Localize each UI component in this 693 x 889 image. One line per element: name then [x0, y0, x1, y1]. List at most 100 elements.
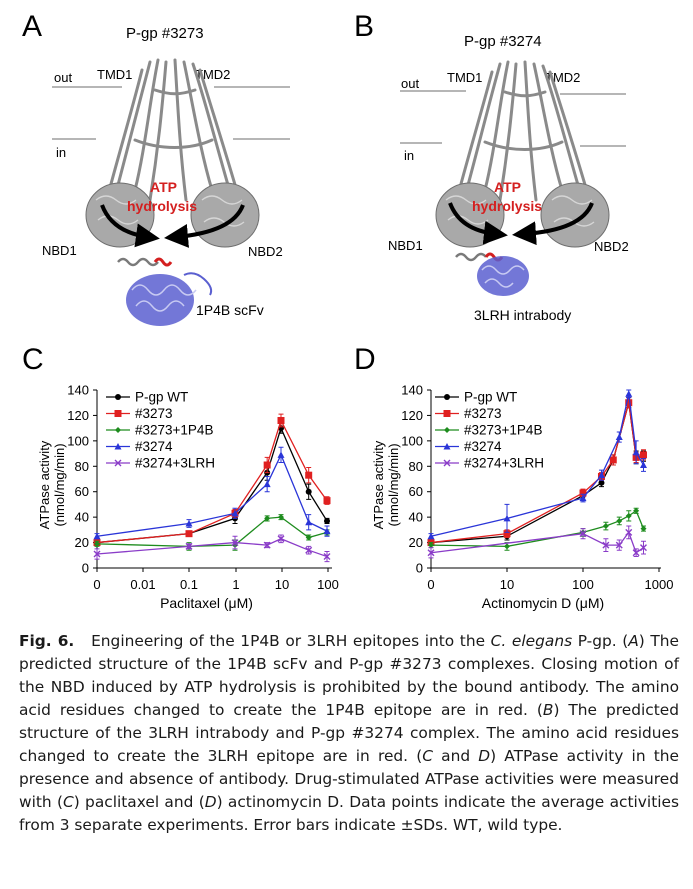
chart-d-legend-label: P-gp WT	[464, 390, 517, 405]
chart-d-data-point	[640, 525, 647, 532]
chart-c-data-point	[231, 539, 239, 547]
chart-c-y-tick-label: 0	[82, 561, 89, 576]
chart-c-x-tick-label: 100	[317, 577, 339, 592]
closing-arrow-left-b	[448, 202, 508, 245]
chart-d-legend-marker	[443, 410, 451, 417]
chart-d-y-tick-label: 20	[409, 535, 423, 550]
chart-d-series-2	[428, 507, 647, 551]
chart-c-data-point	[94, 540, 100, 547]
chart-c-y-tick-label: 120	[67, 408, 89, 423]
chart-c-legend-label: #3273+1P4B	[135, 423, 213, 438]
chart-d-data-point	[427, 549, 435, 557]
chart-d-data-point	[579, 494, 587, 502]
chart-d-series-4	[427, 525, 647, 559]
chart-c-y-tick-label: 60	[75, 484, 89, 499]
chart-d-data-point	[615, 433, 623, 441]
figure-caption: Fig. 6. Engineering of the 1P4B or 3LRH …	[19, 630, 679, 837]
caption-ref-d: D	[478, 747, 491, 765]
chart-d-y-tick-label: 140	[401, 383, 423, 398]
caption-ref-c2: C	[62, 793, 74, 811]
chart-d-legend-label: #3274	[464, 439, 502, 454]
hydrolysis-label-b: hydrolysis	[472, 198, 542, 214]
chart-d-legend-label: #3274+3LRH	[464, 456, 544, 471]
chart-c-data-point	[263, 541, 271, 549]
scfv-antibody-a	[126, 272, 213, 326]
chart-c-y-label-units: (nmol/mg/min)	[52, 443, 67, 526]
chart-c-legend-label: #3274+3LRH	[135, 456, 215, 471]
chart-d-data-point	[625, 528, 633, 536]
chart-d-data-point	[598, 479, 605, 486]
chart-d-y-tick-label: 60	[409, 484, 423, 499]
chart-c-x-tick-label: 10	[275, 577, 289, 592]
pgp-structure-a	[106, 58, 240, 202]
chart-c-data-point	[264, 515, 271, 522]
caption-text-6: ) ATPase activity in the presence and ab…	[19, 747, 679, 811]
chart-c-data-point	[305, 488, 312, 495]
closing-arrow-left-a	[100, 204, 160, 248]
chart-c-legend-marker	[115, 427, 121, 433]
chart-c-series-line	[96, 538, 328, 558]
chart-c-x-tick-label: 0.01	[130, 577, 155, 592]
chart-d-x-tick-label: 10	[500, 577, 514, 592]
chart-d-data-point	[428, 542, 434, 549]
tmd1-label-b: TMD1	[447, 70, 482, 85]
chart-d-y-label-units: (nmol/mg/min)	[386, 443, 401, 526]
chart-d-data-point	[503, 514, 511, 522]
chart-d-data-point	[639, 451, 647, 459]
chart-d-data-point	[632, 549, 640, 557]
chart-c-data-point	[263, 480, 271, 488]
chart-d-series-line	[430, 393, 645, 537]
closing-arrow-right-b	[512, 202, 594, 246]
closing-arrow-right-a	[164, 204, 245, 248]
caption-ref-b: B	[542, 701, 554, 719]
chart-c-data-point	[231, 509, 239, 517]
caption-text-4: ) The predicted structure of the 3LRH in…	[19, 701, 679, 765]
caption-ref-a: A	[628, 632, 639, 650]
chart-c-x-tick-label: 0	[93, 577, 100, 592]
panel-d-letter: D	[354, 343, 376, 376]
chart-d-data-point	[625, 512, 632, 519]
chart-d-data-point	[625, 399, 633, 407]
chart-d-data-point	[602, 523, 609, 530]
out-label-a: out	[54, 70, 72, 85]
chart-c-data-point	[305, 471, 313, 479]
chart-d-y-tick-label: 0	[416, 561, 423, 576]
caption-text-3: ) The predicted structure of the 1P4B sc…	[19, 632, 680, 719]
chart-d-data-point	[632, 448, 640, 456]
chart-c-y-tick-label: 140	[67, 383, 89, 398]
linker-helix-b	[455, 252, 487, 262]
chart-c-y-tick-label: 40	[75, 510, 89, 525]
pgp-structure-b	[456, 60, 590, 202]
atp-label-b: ATP	[494, 179, 521, 195]
panel-a: A P-gp #3273 out in TMD1 TMD2	[22, 10, 290, 326]
chart-c-data-point	[305, 534, 312, 541]
chart-c-data-point	[277, 535, 285, 543]
panel-c-letter: C	[22, 343, 44, 376]
panel-b: B P-gp #3274 out in TMD1 TMD2	[354, 10, 629, 323]
epitope-a	[153, 257, 173, 267]
caption-ref-c: C	[422, 747, 433, 765]
chart-c-data-point	[263, 461, 271, 469]
chart-d-series-1	[427, 397, 647, 547]
chart-d-series-line	[430, 531, 644, 554]
chart-c-data-point	[93, 550, 101, 558]
chart-c-data-point	[93, 532, 101, 540]
chart-d-data-point	[503, 530, 511, 538]
nbd2-blob-b	[540, 182, 610, 248]
chart-c-data-point	[278, 514, 284, 521]
chart-d-y-tick-label: 40	[409, 510, 423, 525]
chart-d-legend-marker	[443, 443, 451, 450]
chart-d-legend-marker	[443, 459, 451, 467]
chart-c-legend-label: #3273	[135, 406, 173, 421]
caption-species: C. elegans	[490, 632, 573, 650]
antibody-label-a: 1P4B scFv	[196, 302, 264, 318]
nbd1-label-b: NBD1	[388, 238, 423, 253]
in-label-b: in	[404, 148, 414, 163]
chart-d-y-tick-label: 100	[401, 433, 423, 448]
chart-d-x-label: Actinomycin D (μM)	[482, 595, 604, 611]
chart-d-legend-label: #3273+1P4B	[464, 423, 542, 438]
chart-c-data-point	[323, 497, 331, 505]
chart-d-data-point	[602, 541, 610, 549]
nbd1-label-a: NBD1	[42, 243, 77, 258]
caption-text-8: ) actinomycin D. Data points indicate th…	[19, 793, 679, 834]
